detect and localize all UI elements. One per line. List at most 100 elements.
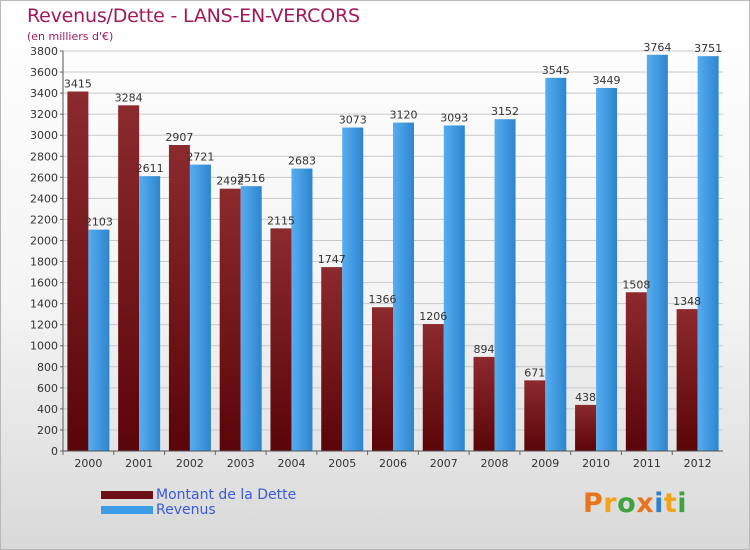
x-tick-label: 2003 [227, 457, 255, 470]
x-tick-label: 2002 [176, 457, 204, 470]
legend-item-revenus: Revenus [101, 501, 296, 518]
y-tick-label: 3000 [30, 129, 58, 142]
bar-dette [321, 267, 343, 451]
data-label-revenus: 2721 [186, 151, 214, 164]
bar-revenus [291, 168, 313, 451]
bar-revenus [596, 87, 618, 452]
x-tick-label: 2011 [633, 457, 661, 470]
data-label-revenus: 3120 [390, 109, 418, 122]
bar-dette [219, 188, 241, 451]
bar-dette [575, 404, 597, 451]
bar-dette [372, 307, 393, 451]
logo-letter: i [677, 488, 688, 519]
data-label-dette: 1366 [369, 293, 397, 306]
logo-letter: o [617, 488, 637, 519]
logo-letter: t [663, 488, 678, 519]
bar-revenus [545, 77, 567, 451]
y-tick-label: 800 [37, 361, 58, 374]
data-label-revenus: 3449 [593, 74, 621, 87]
y-tick-label: 600 [37, 382, 58, 395]
bar-dette [676, 309, 698, 451]
y-tick-label: 2000 [30, 234, 58, 247]
y-tick-label: 2800 [30, 150, 58, 163]
x-tick-label: 2006 [379, 457, 407, 470]
x-axis-ticks: 2000 2001 2002 2003 2004 2005 2006 2007 2008 2009… [62, 451, 712, 470]
data-label-dette: 1206 [419, 310, 447, 323]
y-tick-label: 3200 [30, 108, 58, 121]
bar-dette [67, 91, 89, 452]
y-tick-label: 200 [37, 424, 58, 437]
y-tick-label: 0 [51, 445, 58, 458]
data-label-dette: 1508 [622, 278, 650, 291]
x-tick-label: 2007 [430, 457, 458, 470]
data-label-revenus: 3764 [643, 41, 671, 54]
y-tick-label: 1800 [30, 256, 58, 269]
x-tick-label: 2004 [277, 457, 305, 470]
proxiti-logo: Proxiti [583, 488, 687, 519]
x-tick-label: 2009 [531, 457, 559, 470]
x-tick-label: 2008 [481, 457, 509, 470]
data-label-dette: 1348 [673, 295, 701, 308]
y-tick-label: 1000 [30, 340, 58, 353]
y-tick-label: 1200 [30, 319, 58, 332]
data-label-dette: 2115 [267, 214, 295, 227]
bar-revenus [342, 127, 364, 452]
y-tick-label: 3400 [30, 87, 58, 100]
bar-dette [422, 324, 444, 451]
y-tick-label: 3600 [30, 66, 58, 79]
bar-revenus [697, 56, 719, 451]
y-tick-label: 2400 [30, 192, 58, 205]
legend: Montant de la Dette Revenus [101, 486, 297, 518]
data-label-dette: 3415 [64, 78, 92, 91]
y-tick-label: 3800 [30, 45, 58, 58]
y-tick-label: 2600 [30, 171, 58, 184]
bars [67, 54, 719, 452]
legend-label-revenus: Revenus [156, 501, 216, 518]
data-label-dette: 1747 [318, 253, 346, 266]
data-label-dette: 2907 [165, 131, 193, 144]
data-label-dette: 894 [474, 343, 495, 356]
legend-swatch-revenus [101, 505, 153, 514]
data-label-revenus: 3073 [339, 114, 367, 127]
chart-title: Revenus/Dette - LANS-EN-VERCORS [27, 5, 360, 27]
data-label-dette: 3284 [115, 91, 143, 104]
logo-letter: i [654, 488, 664, 519]
data-labels: 3415 3284 2907 2492 2115 1747 1366 1206 894 671 43… [64, 41, 722, 404]
bar-dette [625, 292, 647, 451]
y-tick-label: 1600 [30, 277, 58, 290]
x-tick-label: 2000 [74, 457, 102, 470]
bar-dette [168, 145, 190, 451]
bar-dette [473, 356, 495, 451]
legend-item-dette: Montant de la Dette [101, 486, 297, 503]
x-tick-label: 2001 [125, 457, 153, 470]
bar-revenus [189, 164, 211, 451]
bar-dette [118, 105, 140, 451]
x-tick-label: 2012 [684, 457, 712, 470]
data-label-revenus: 3152 [491, 105, 519, 118]
x-tick-label: 2005 [328, 457, 356, 470]
bar-revenus [494, 119, 516, 452]
y-tick-label: 1400 [30, 298, 58, 311]
logo-letter: x [636, 488, 655, 519]
data-label-revenus: 2516 [237, 172, 265, 185]
data-label-revenus: 3751 [694, 42, 722, 55]
bar-revenus [139, 176, 161, 451]
bar-dette [270, 228, 292, 451]
bar-revenus [443, 125, 465, 451]
data-label-revenus: 2103 [85, 216, 113, 229]
y-tick-label: 400 [37, 403, 58, 416]
y-axis-ticks: 0 200 400 600 800 1000 1200 1400 1600 1800 2000 220… [30, 45, 63, 458]
logo-letter: r [603, 488, 618, 519]
legend-label-dette: Montant de la Dette [156, 486, 297, 503]
chart-subtitle: (en milliers d'€) [27, 30, 114, 43]
bar-revenus [393, 122, 414, 451]
bar-dette [524, 380, 546, 451]
y-tick-label: 2200 [30, 213, 58, 226]
legend-swatch-dette [101, 490, 153, 499]
axes [62, 51, 723, 452]
data-label-revenus: 3093 [440, 111, 468, 124]
bar-revenus [88, 229, 110, 451]
data-label-revenus: 2683 [288, 155, 316, 168]
